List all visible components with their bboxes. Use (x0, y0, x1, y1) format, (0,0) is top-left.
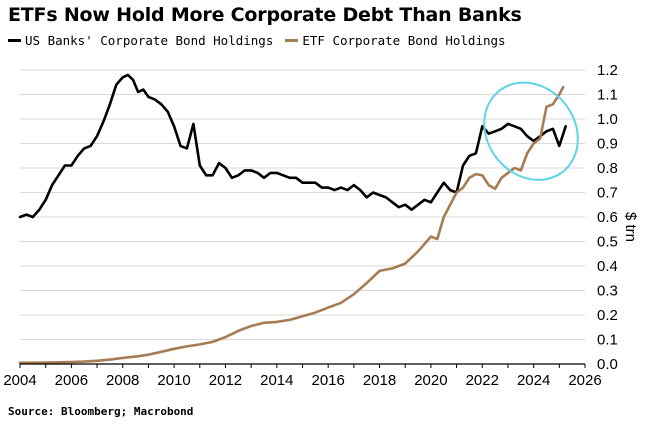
x-tick-label: 2024 (517, 372, 550, 389)
chart-title: ETFs Now Hold More Corporate Debt Than B… (8, 4, 522, 26)
banks-series-line (18, 73, 567, 219)
x-tick-label: 2010 (157, 372, 190, 389)
x-tick-label: 2022 (466, 372, 499, 389)
highlight-ellipse (483, 81, 579, 181)
legend-swatch-banks (8, 39, 21, 42)
x-tick-label: 2018 (363, 372, 396, 389)
legend-label-banks: US Banks' Corporate Bond Holdings (25, 33, 274, 48)
y-tick-label: 1.2 (597, 62, 618, 79)
y-tick-label: 1.1 (597, 87, 618, 104)
x-tick-label: 2004 (3, 372, 36, 389)
y-tick-label: 0.0 (597, 356, 618, 373)
legend-item-banks: US Banks' Corporate Bond Holdings (8, 33, 273, 48)
y-tick-label: 0.6 (597, 209, 618, 226)
axes: 0.0 0.1 0.2 0.3 0.4 0.5 0.6 0.7 0.8 0.9 1.0 1.1 1.2 2… (3, 62, 618, 389)
x-tick-label: 2016 (311, 372, 344, 389)
x-tick-label: 2012 (209, 372, 242, 389)
y-tick-label: 0.1 (597, 332, 618, 349)
y-tick-label: 0.3 (597, 283, 618, 300)
y-tick-label: 0.5 (597, 234, 618, 251)
x-tick-label: 2008 (106, 372, 139, 389)
annotation-layer (483, 81, 579, 181)
x-tick-label: 2020 (414, 372, 447, 389)
x-tick-label: 2014 (260, 372, 293, 389)
y-axis-label: $ trn (622, 212, 639, 242)
y-tick-label: 0.4 (597, 258, 618, 275)
x-tick-label: 2026 (568, 372, 601, 389)
x-tick-label: 2006 (55, 372, 88, 389)
y-tick-label: 0.8 (597, 160, 618, 177)
legend-label-etf: ETF Corporate Bond Holdings (302, 33, 506, 48)
chart-legend: US Banks' Corporate Bond Holdings ETF Co… (8, 33, 518, 48)
y-tick-label: 1.0 (597, 111, 618, 128)
y-tick-label: 0.7 (597, 185, 618, 202)
gridlines (20, 69, 585, 340)
legend-item-etf: ETF Corporate Bond Holdings (285, 33, 506, 48)
y-tick-label: 0.9 (597, 136, 618, 153)
legend-swatch-etf (285, 39, 299, 42)
y-tick-label: 0.2 (597, 307, 618, 324)
source-note: Source: Bloomberg; Macrobond (8, 405, 194, 418)
